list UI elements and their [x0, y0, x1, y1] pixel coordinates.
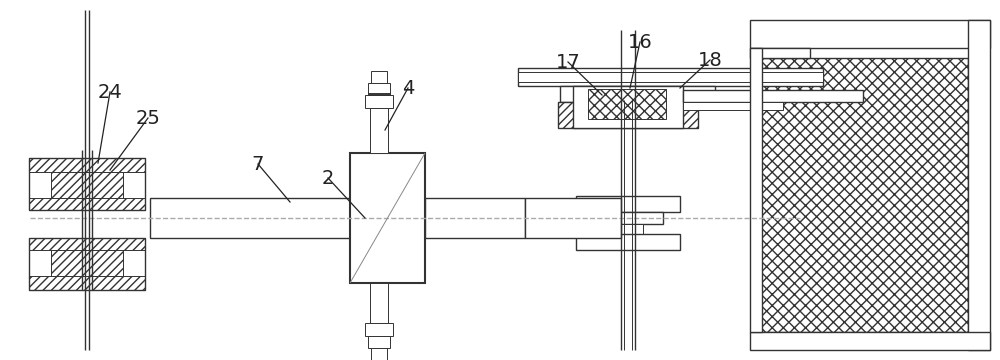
- Bar: [558, 102, 698, 128]
- Bar: [370, 283, 388, 323]
- Bar: [518, 68, 823, 86]
- Bar: [29, 238, 145, 290]
- Text: 18: 18: [698, 50, 722, 69]
- Bar: [968, 20, 990, 350]
- Bar: [368, 83, 390, 95]
- Bar: [371, 348, 387, 360]
- Text: 7: 7: [252, 154, 264, 174]
- Text: 17: 17: [556, 53, 580, 72]
- Bar: [613, 224, 643, 234]
- Bar: [750, 48, 810, 58]
- Bar: [51, 250, 123, 276]
- Text: 2: 2: [322, 168, 334, 188]
- Bar: [558, 102, 698, 128]
- Bar: [576, 196, 680, 212]
- Bar: [750, 48, 762, 332]
- Bar: [150, 198, 350, 238]
- Bar: [750, 20, 990, 48]
- Bar: [593, 212, 663, 224]
- Bar: [560, 86, 715, 102]
- Bar: [29, 276, 145, 290]
- Text: 16: 16: [628, 32, 652, 51]
- Bar: [371, 71, 387, 83]
- Text: 4: 4: [402, 78, 414, 98]
- Bar: [29, 158, 145, 172]
- Bar: [29, 158, 145, 210]
- Bar: [29, 198, 145, 210]
- Bar: [518, 72, 823, 82]
- Bar: [683, 102, 783, 110]
- Bar: [760, 58, 968, 332]
- Bar: [51, 172, 123, 198]
- Bar: [370, 108, 388, 153]
- Bar: [425, 198, 525, 238]
- Bar: [29, 238, 145, 250]
- Bar: [588, 89, 666, 119]
- Bar: [365, 95, 393, 108]
- Bar: [750, 332, 990, 350]
- Bar: [576, 234, 680, 250]
- Bar: [350, 153, 425, 283]
- Bar: [368, 336, 390, 348]
- Text: 25: 25: [136, 108, 160, 127]
- Bar: [683, 90, 863, 102]
- Bar: [563, 200, 575, 220]
- Bar: [573, 86, 683, 128]
- Bar: [365, 323, 393, 336]
- Text: 24: 24: [98, 82, 122, 102]
- Bar: [525, 198, 621, 238]
